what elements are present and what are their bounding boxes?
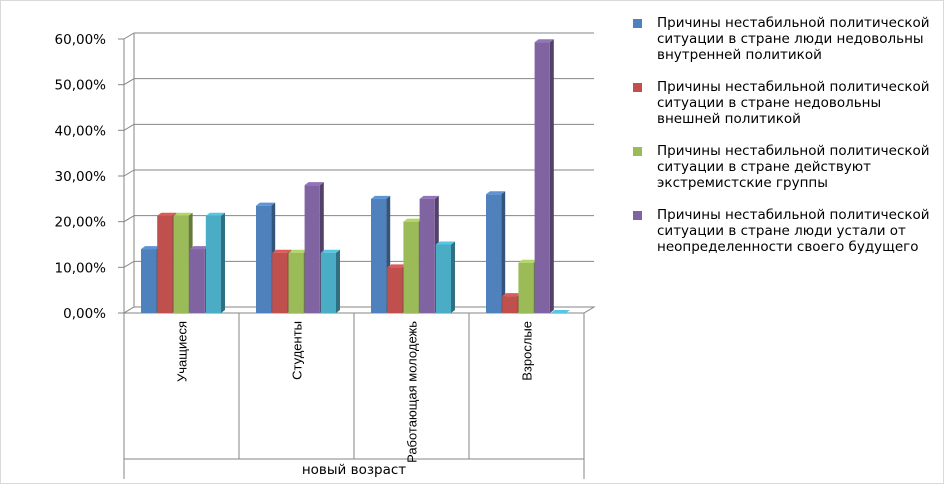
gridline-depth — [123, 78, 135, 86]
legend-item: Причины нестабильной политической ситуац… — [633, 79, 939, 127]
bar-top — [502, 293, 522, 297]
bar-top — [403, 218, 423, 222]
gridline-depth — [123, 32, 135, 40]
category-label: Учащиеся — [175, 321, 190, 382]
bar-top — [435, 241, 455, 245]
y-tick-label: 10,00% — [55, 260, 107, 276]
bar — [502, 296, 518, 313]
bar — [256, 205, 272, 313]
bar-top — [371, 195, 391, 199]
chart-legend: Причины нестабильной политической ситуац… — [633, 15, 939, 271]
legend-swatch — [633, 147, 642, 156]
bar-top — [387, 264, 407, 268]
legend-label: Причины нестабильной политической ситуац… — [657, 15, 930, 63]
bar — [419, 198, 435, 313]
bar — [534, 42, 550, 314]
bar-top — [157, 212, 177, 216]
bar-top — [550, 310, 570, 313]
bar — [320, 252, 336, 313]
bar-top — [304, 182, 324, 186]
legend-swatch — [633, 211, 642, 220]
category-label: Студенты — [290, 321, 305, 380]
bar-top — [272, 249, 292, 253]
gridline-depth — [123, 123, 135, 131]
bar-top — [288, 249, 308, 253]
bar — [272, 252, 288, 313]
bar-top — [173, 212, 193, 216]
bar — [435, 244, 451, 313]
bar — [403, 221, 419, 313]
y-tick-label: 50,00% — [55, 78, 107, 94]
bar-side — [501, 191, 506, 313]
bar-side — [549, 39, 554, 314]
bar — [205, 215, 221, 313]
gridline-depth — [123, 169, 135, 177]
bar-top — [205, 212, 225, 216]
bar — [387, 267, 403, 313]
legend-item: Причины нестабильной политической ситуац… — [633, 207, 939, 255]
bar — [288, 252, 304, 313]
bar-top — [141, 246, 161, 250]
bar-top — [320, 249, 340, 253]
bar-top — [189, 246, 209, 250]
legend-item: Причины нестабильной политической ситуац… — [633, 143, 939, 191]
category-label: Работающая молодежь — [405, 321, 420, 463]
bar-side — [451, 241, 455, 313]
bar — [518, 262, 534, 313]
legend-item: Причины нестабильной политической ситуац… — [633, 15, 939, 63]
bar-top — [256, 202, 276, 206]
y-tick-label: 30,00% — [55, 169, 107, 185]
bar — [173, 215, 189, 313]
legend-swatch — [633, 83, 642, 92]
bar-side — [336, 249, 340, 313]
category-label: Взрослые — [520, 321, 535, 381]
bar-top — [419, 195, 439, 199]
bar — [304, 185, 320, 313]
bar — [141, 249, 157, 313]
bar — [189, 249, 205, 313]
gridline-depth — [123, 215, 135, 223]
bar-top — [518, 259, 538, 263]
y-tick-label: 40,00% — [55, 123, 107, 139]
legend-label: Причины нестабильной политической ситуац… — [657, 79, 930, 127]
bar — [157, 215, 173, 313]
y-tick-label: 20,00% — [55, 215, 107, 231]
bar — [486, 194, 502, 313]
gridline-depth — [123, 260, 135, 268]
y-tick-label: 60,00% — [55, 32, 107, 48]
bar-top — [486, 191, 506, 195]
y-tick-label: 0,00% — [63, 306, 106, 322]
bar-top — [534, 39, 554, 43]
x-axis-label: новый возраст — [302, 462, 406, 478]
bar — [371, 198, 387, 313]
legend-label: Причины нестабильной политической ситуац… — [657, 143, 930, 191]
legend-swatch — [633, 19, 642, 28]
bar-side — [221, 212, 225, 313]
legend-label: Причины нестабильной политической ситуац… — [657, 207, 930, 255]
